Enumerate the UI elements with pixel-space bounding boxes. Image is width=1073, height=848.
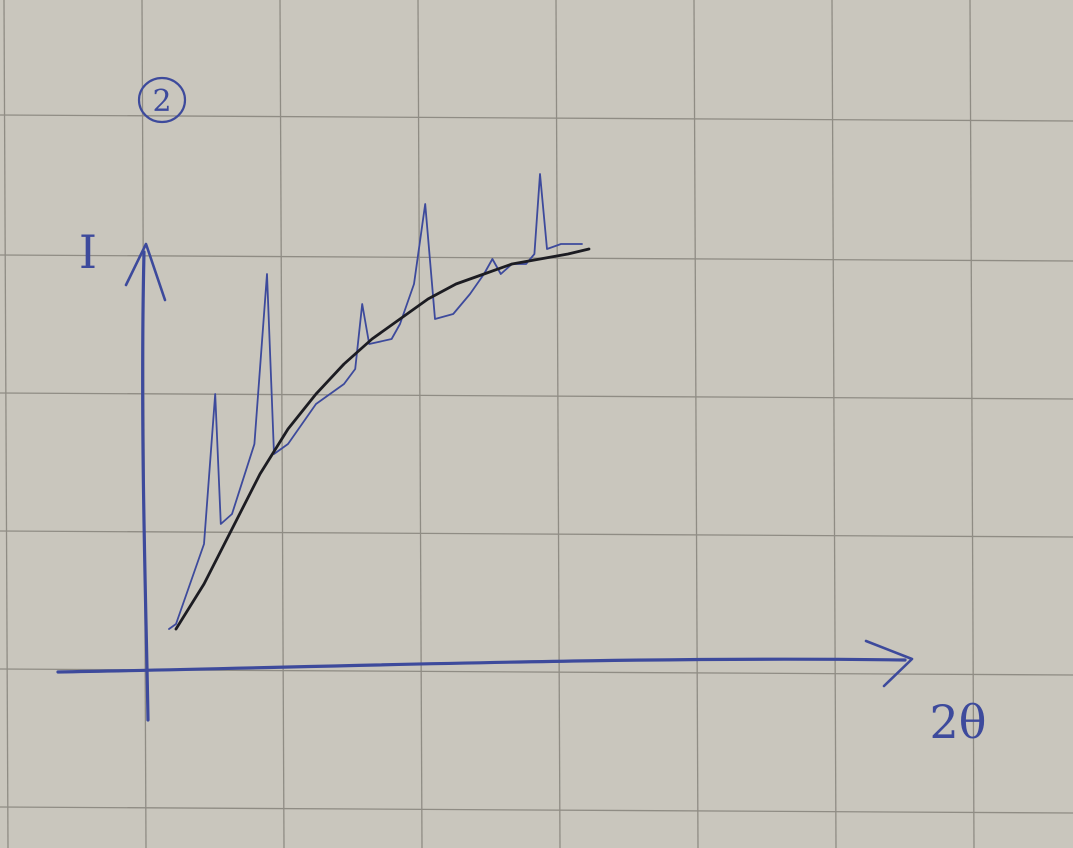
grid-line-horizontal bbox=[0, 806, 1073, 814]
grid-line-vertical bbox=[969, 0, 975, 848]
grid-line-vertical bbox=[3, 0, 9, 848]
x-axis-label: 2θ bbox=[930, 695, 987, 749]
grid-line-vertical bbox=[693, 0, 699, 848]
grid-line-horizontal bbox=[0, 254, 1073, 262]
series-layer bbox=[168, 173, 591, 631]
series-line-measured-pattern bbox=[168, 173, 583, 630]
panel-number-circle bbox=[137, 76, 187, 124]
y-axis bbox=[141, 250, 150, 722]
y-axis-label: I bbox=[79, 225, 97, 279]
grid-line-vertical bbox=[279, 0, 285, 848]
y-axis-arrowhead bbox=[124, 242, 167, 302]
grid-line-vertical bbox=[831, 0, 837, 848]
grid-line-vertical bbox=[555, 0, 561, 848]
grid-line-horizontal bbox=[0, 530, 1073, 538]
grid-line-vertical bbox=[417, 0, 423, 848]
grid-line-horizontal bbox=[0, 392, 1073, 400]
x-axis bbox=[56, 657, 907, 674]
panel-number-badge: 2 bbox=[137, 76, 187, 124]
x-axis-arrowhead bbox=[864, 639, 914, 688]
panel-number: 2 bbox=[152, 84, 171, 119]
series-line-background-curve bbox=[174, 247, 591, 631]
